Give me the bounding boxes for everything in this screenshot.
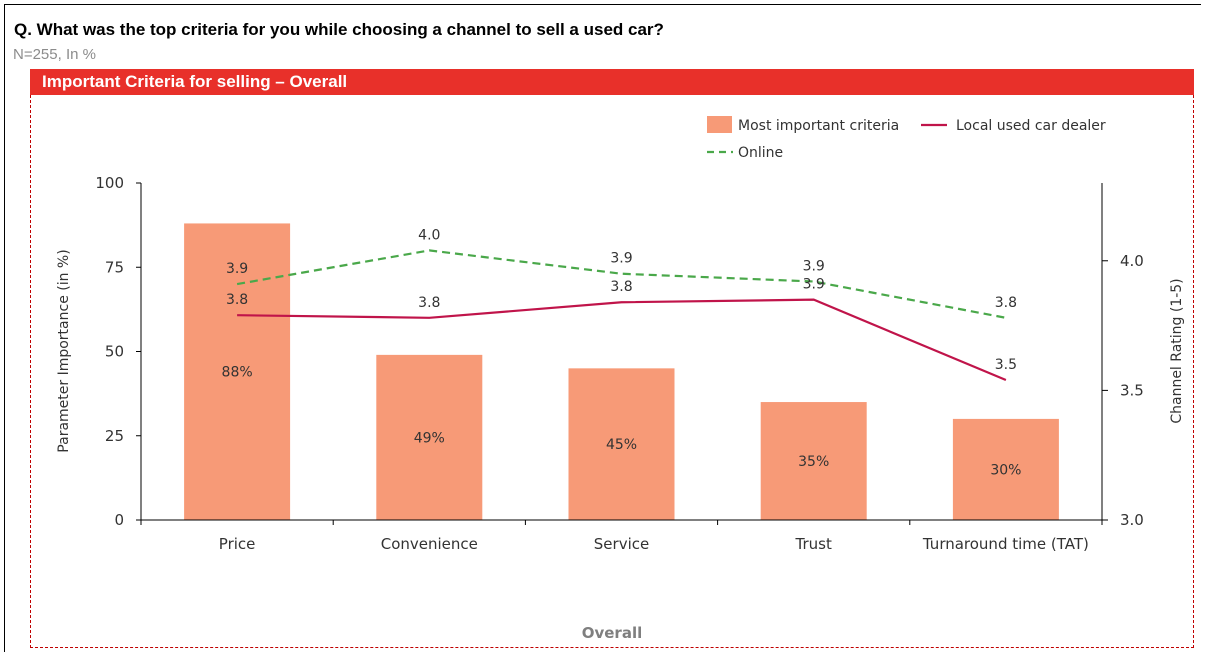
left-tick-label: 25 <box>105 427 124 445</box>
question-text: Q. What was the top criteria for you whi… <box>14 20 664 39</box>
chart-container <box>30 95 1194 648</box>
right-tick-label: 3.5 <box>1120 381 1144 399</box>
y2-axis-title: Channel Rating (1-5) <box>1169 278 1185 423</box>
line-value-label: 3.8 <box>995 295 1017 311</box>
line-value-label: 3.8 <box>226 292 248 308</box>
line-value-label: 3.8 <box>418 295 440 311</box>
figure-frame <box>4 4 1201 652</box>
line-value-label: 3.5 <box>995 357 1017 373</box>
bar-value-label: 35% <box>798 454 829 470</box>
left-tick-label: 100 <box>95 174 124 192</box>
bar-4 <box>952 418 1059 520</box>
bar-2 <box>568 368 675 520</box>
bar-1 <box>376 354 483 520</box>
bar-0 <box>184 223 291 520</box>
category-label: Trust <box>795 535 832 553</box>
line-value-label: 4.0 <box>418 227 440 243</box>
right-tick-label: 3.0 <box>1120 511 1144 529</box>
legend-online-label: Online <box>738 145 783 161</box>
line-value-label: 3.9 <box>803 277 825 293</box>
x-axis-title: Overall <box>582 624 643 642</box>
banner-title: Important Criteria for selling – Overall <box>42 72 348 91</box>
left-tick-label: 50 <box>105 343 124 361</box>
right-tick-label: 4.0 <box>1120 252 1144 270</box>
line-value-label: 3.8 <box>610 279 632 295</box>
sample-note: N=255, In % <box>13 46 96 63</box>
left-tick-label: 75 <box>105 258 124 276</box>
category-label: Price <box>219 535 256 553</box>
y-axis-title: Parameter Importance (in %) <box>56 249 72 452</box>
category-label: Convenience <box>381 535 478 553</box>
legend-bar-swatch <box>707 116 732 133</box>
bar-value-label: 45% <box>606 437 637 453</box>
bar-value-label: 49% <box>414 430 445 446</box>
legend-bar-label: Most important criteria <box>738 118 899 134</box>
line-value-label: 3.9 <box>610 251 632 267</box>
bar-3 <box>760 402 867 520</box>
legend-local-label: Local used car dealer <box>956 118 1106 134</box>
bar-value-label: 30% <box>990 462 1021 478</box>
line-value-label: 3.9 <box>803 259 825 275</box>
bar-value-label: 88% <box>222 365 253 381</box>
line-series-online <box>236 249 1007 319</box>
line-value-label: 3.9 <box>226 261 248 277</box>
left-tick-label: 0 <box>114 511 124 529</box>
category-label: Turnaround time (TAT) <box>922 535 1089 553</box>
chart-banner: Important Criteria for selling – Overall <box>30 69 1194 95</box>
line-series-local-dealer <box>237 298 1007 382</box>
category-label: Service <box>594 535 649 553</box>
